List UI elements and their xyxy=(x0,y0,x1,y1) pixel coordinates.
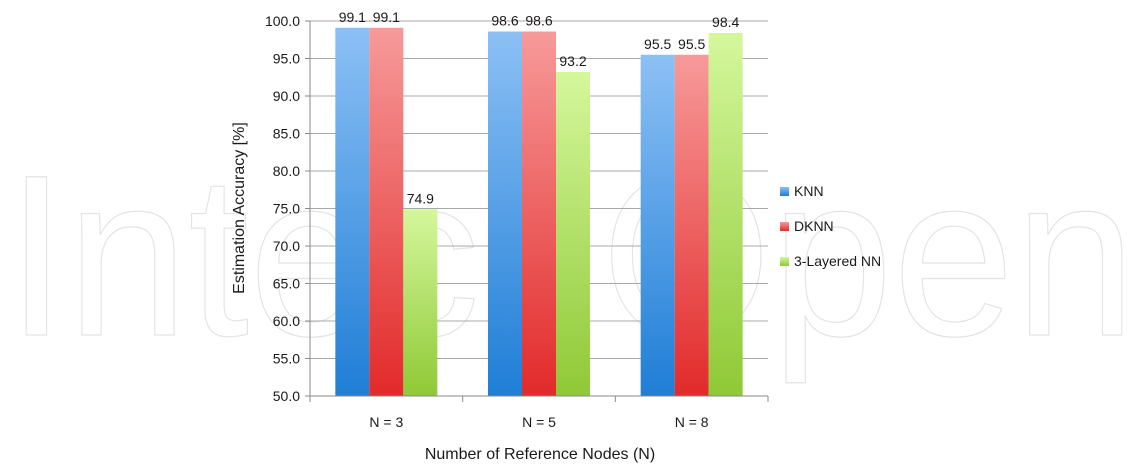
y-tick-label: 75.0 xyxy=(273,201,300,217)
data-label: 98.6 xyxy=(491,13,518,29)
data-label: 98.6 xyxy=(525,13,552,29)
legend-swatch xyxy=(780,222,789,231)
data-label: 93.2 xyxy=(559,53,586,69)
y-axis-title: Estimation Accuracy [%] xyxy=(231,122,248,294)
y-tick-label: 60.0 xyxy=(273,313,300,329)
bar-3-layered-nn xyxy=(708,33,743,396)
data-label: 74.9 xyxy=(407,190,434,206)
bar-3-layered-nn xyxy=(556,72,590,396)
x-tick-label: N = 5 xyxy=(522,414,556,430)
bar-dknn xyxy=(522,31,556,396)
y-tick-label: 50.0 xyxy=(273,388,300,404)
legend: KNN DKNN 3-Layered NN xyxy=(780,183,881,269)
y-tick-label: 70.0 xyxy=(273,238,300,254)
bars xyxy=(335,27,743,396)
legend-swatch xyxy=(780,257,789,266)
y-tick-labels: 50.0 55.0 60.0 65.0 70.0 75.0 80.0 85.0 90.0 95.0… xyxy=(265,13,300,404)
data-label: 98.4 xyxy=(712,14,739,30)
data-label: 99.1 xyxy=(339,9,366,25)
bar-knn xyxy=(335,27,370,396)
x-tick-label: N = 8 xyxy=(675,414,709,430)
y-tick-label: 100.0 xyxy=(265,13,300,29)
y-tick-label: 95.0 xyxy=(273,51,300,67)
bar-3-layered-nn xyxy=(403,209,438,396)
data-label: 99.1 xyxy=(373,9,400,25)
legend-swatch xyxy=(780,187,789,196)
y-tick-label: 55.0 xyxy=(273,351,300,367)
bar-knn xyxy=(640,54,675,396)
bar-knn xyxy=(488,31,522,396)
y-tick-label: 65.0 xyxy=(273,276,300,292)
x-axis-title: Number of Reference Nodes (N) xyxy=(425,446,655,463)
data-label: 95.5 xyxy=(644,36,671,52)
x-tick-labels: N = 3 N = 5 N = 8 xyxy=(369,414,708,430)
bar-dknn xyxy=(674,54,709,396)
legend-label: KNN xyxy=(794,183,824,199)
legend-label: DKNN xyxy=(794,218,834,234)
data-labels: 99.1 99.1 74.9 98.6 98.6 93.2 95.5 95.5 98.4 xyxy=(339,9,740,207)
legend-label: 3-Layered NN xyxy=(794,253,881,269)
x-tick-label: N = 3 xyxy=(369,414,403,430)
bar-dknn xyxy=(369,27,404,396)
data-label: 95.5 xyxy=(678,36,705,52)
y-tick-label: 90.0 xyxy=(273,88,300,104)
y-tick-label: 80.0 xyxy=(273,163,300,179)
axes xyxy=(305,20,769,402)
y-tick-label: 85.0 xyxy=(273,126,300,142)
